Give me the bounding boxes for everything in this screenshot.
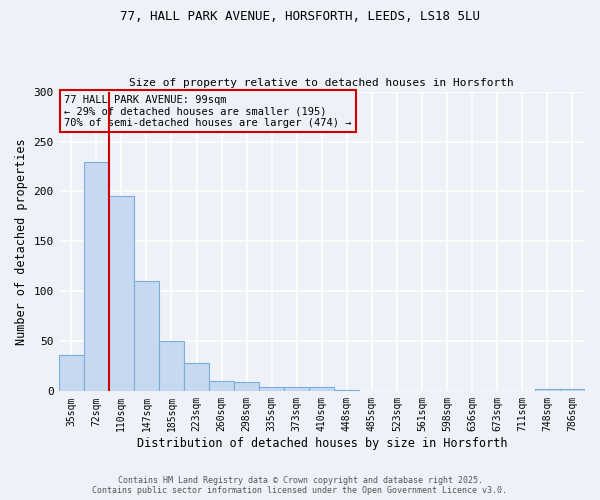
Bar [535, 390, 560, 392]
Bar [59, 356, 84, 392]
Bar [234, 382, 259, 392]
Text: Contains HM Land Registry data © Crown copyright and database right 2025.
Contai: Contains HM Land Registry data © Crown c… [92, 476, 508, 495]
Bar [310, 388, 334, 392]
Title: Size of property relative to detached houses in Horsforth: Size of property relative to detached ho… [130, 78, 514, 88]
Text: 77, HALL PARK AVENUE, HORSFORTH, LEEDS, LS18 5LU: 77, HALL PARK AVENUE, HORSFORTH, LEEDS, … [120, 10, 480, 23]
Bar [134, 282, 159, 392]
Bar [209, 382, 234, 392]
Bar [284, 388, 310, 392]
Bar [184, 364, 209, 392]
X-axis label: Distribution of detached houses by size in Horsforth: Distribution of detached houses by size … [137, 437, 507, 450]
Bar [259, 388, 284, 392]
Bar [109, 196, 134, 392]
Bar [560, 390, 585, 392]
Bar [159, 342, 184, 392]
Text: 77 HALL PARK AVENUE: 99sqm
← 29% of detached houses are smaller (195)
70% of sem: 77 HALL PARK AVENUE: 99sqm ← 29% of deta… [64, 94, 352, 128]
Bar [84, 162, 109, 392]
Bar [334, 390, 359, 392]
Y-axis label: Number of detached properties: Number of detached properties [15, 138, 28, 345]
